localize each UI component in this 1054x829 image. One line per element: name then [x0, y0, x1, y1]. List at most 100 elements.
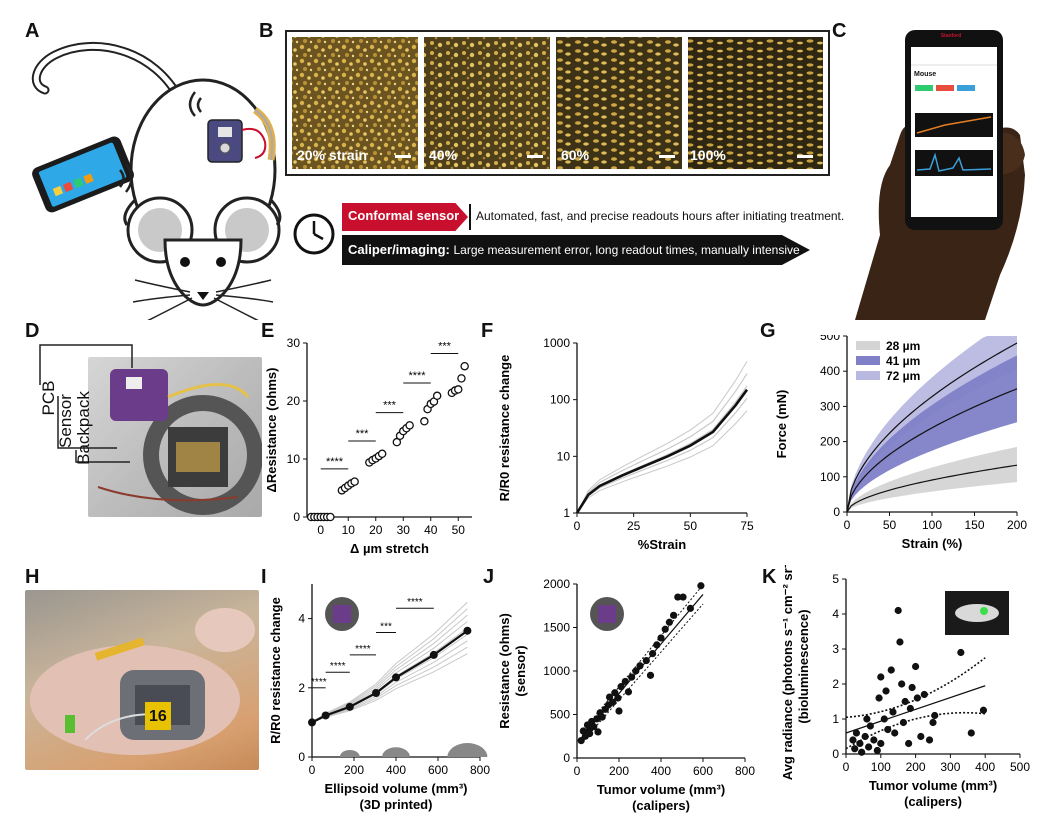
data-point	[609, 698, 617, 706]
data-point	[931, 711, 939, 720]
y-tick-label: 2000	[543, 578, 570, 591]
data-point	[615, 707, 623, 715]
device-callouts	[39, 344, 133, 463]
y-tick-label: 0	[833, 505, 840, 519]
y-tick-label: 30	[287, 336, 301, 350]
significance-label: ***	[380, 621, 392, 632]
data-point	[646, 671, 655, 679]
y-axis-label: R/R0 resistance change	[268, 597, 283, 744]
replicate-line	[576, 373, 748, 514]
data-point	[611, 689, 619, 697]
significance-label: ****	[355, 644, 371, 655]
x-tick-label: 300	[940, 760, 960, 774]
ci-lower	[580, 603, 704, 744]
y-axis-label: Avg radiance (photons s⁻¹ cm⁻² sr⁻¹)	[780, 565, 795, 780]
y-tick-label: 0	[293, 510, 300, 524]
mouse-photo	[25, 590, 259, 770]
data-point	[686, 604, 694, 612]
x-tick-label: 0	[317, 523, 324, 537]
mouse-tag: 16	[149, 708, 167, 725]
data-point	[865, 743, 873, 751]
data-point	[590, 723, 598, 731]
data-point	[880, 715, 888, 723]
x-tick-label: 75	[740, 519, 754, 533]
significance-label: ****	[407, 597, 423, 608]
data-point	[679, 593, 687, 601]
data-point	[628, 673, 636, 681]
y-tick-label: 400	[820, 364, 840, 378]
x-tick-label: 50	[452, 523, 466, 537]
data-point	[861, 732, 869, 741]
data-point	[957, 648, 965, 657]
x-tick-label: 40	[424, 523, 438, 537]
data-point	[350, 477, 359, 486]
y-tick-label: 500	[550, 708, 570, 722]
y-tick-label: 1000	[543, 664, 570, 678]
y-tick-label: 0	[298, 750, 305, 764]
data-point	[852, 729, 861, 737]
chart-e: 0 10 20 30 40 50 0 10 20 30 Δ µm stretch ΔResistanc…	[264, 336, 472, 556]
hand-phone-photo	[855, 30, 1025, 320]
legend-label: 28 µm	[886, 339, 920, 353]
sensor-description: Automated, fast, and precise readouts ho…	[476, 209, 845, 223]
data-point	[624, 688, 633, 696]
caliper-description: Large measurement error, long readout ti…	[453, 243, 800, 257]
data-point	[697, 582, 705, 590]
data-point	[653, 641, 661, 649]
data-point	[866, 722, 874, 730]
data-point	[420, 417, 429, 426]
app-header: Stanford	[940, 33, 962, 39]
replicate-line	[576, 385, 748, 514]
x-tick-label: 0	[844, 518, 851, 532]
legend-swatch	[856, 371, 880, 380]
panel-label-b: B	[259, 20, 274, 42]
legend-label: 41 µm	[886, 354, 920, 368]
y-tick-label: 10	[557, 449, 571, 463]
y-tick-label: 2	[832, 677, 839, 691]
y-tick-label: 1000	[543, 336, 570, 350]
data-point	[901, 697, 909, 706]
y-axis-label: ΔResistance (ohms)	[264, 368, 279, 493]
panel-label-c: C	[832, 20, 847, 42]
data-point	[906, 704, 914, 713]
data-point	[657, 634, 665, 642]
data-point	[873, 746, 881, 755]
significance-label: ****	[311, 677, 327, 688]
x-tick-label: 500	[1010, 760, 1030, 774]
mean-curve	[846, 464, 1018, 513]
panel-label-h: H	[25, 566, 40, 588]
x-tick-label: 800	[735, 764, 755, 778]
replicate-line	[576, 385, 748, 514]
y-tick-label: 20	[287, 394, 301, 408]
x-tick-label: 10	[342, 523, 356, 537]
y-tick-label: 2	[298, 681, 305, 695]
y-axis-label: R/R0 resistance change	[497, 355, 512, 502]
x-tick-label: 30	[397, 523, 411, 537]
data-point	[665, 618, 673, 626]
significance-label: ***	[356, 428, 370, 440]
replicate-line	[576, 373, 748, 514]
panel-label-e: E	[261, 320, 275, 342]
data-point	[598, 713, 606, 721]
data-point	[887, 666, 895, 674]
data-point	[920, 690, 928, 699]
x-axis-label-2: (calipers)	[632, 798, 690, 813]
x-tick-label: 200	[1007, 518, 1027, 532]
mean-point	[372, 688, 381, 697]
x-tick-label: 400	[386, 763, 406, 777]
data-point	[913, 694, 921, 702]
legend-label: 72 µm	[886, 369, 920, 383]
data-point	[856, 739, 864, 748]
x-tick-label: 200	[344, 763, 364, 777]
data-point	[877, 739, 885, 748]
replicate-line	[576, 410, 748, 514]
x-axis-label-2: (3D printed)	[360, 797, 433, 812]
data-point	[614, 694, 622, 702]
data-point	[863, 715, 871, 723]
data-point	[432, 391, 442, 401]
data-point	[851, 745, 859, 753]
x-tick-label: 400	[651, 764, 671, 778]
chart-f: 0 25 50 75 1 10 100 1000 %Strain R/R0 resistance …	[497, 336, 754, 552]
device-icon-pcb	[333, 605, 351, 623]
data-point	[457, 374, 466, 383]
